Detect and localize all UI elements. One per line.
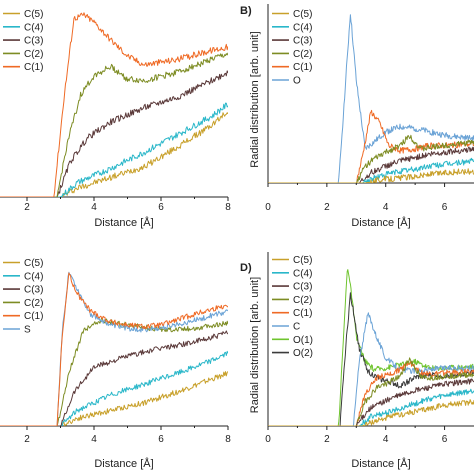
panel-a-series-line (0, 102, 228, 197)
panel-c-x-tick-label: 2 (24, 434, 30, 445)
panel-d-series-line (268, 357, 474, 426)
panel-d-series-line (268, 388, 474, 426)
panel-d-x-axis-title: Distance [Å] (351, 457, 410, 470)
panel-a-series-line (0, 70, 228, 197)
panel-b-legend: C(5) C(4) C(3) C(2) C(1) O (272, 9, 312, 87)
panel-d-legend-entry: O(2) (293, 348, 313, 359)
panel-d-series-line (268, 361, 474, 426)
panel-b-x-tick-label: 4 (383, 202, 389, 213)
panel-c-legend-entry: C(3) (24, 285, 43, 296)
panel-a-x-tick-label: 8 (225, 202, 231, 213)
panel-d-legend: C(5) C(4) C(3) C(2) C(1) C O(1) O(2) (272, 255, 313, 359)
panel-d-x-tick-label: 6 (442, 434, 448, 445)
panel-d-series-line (268, 269, 474, 426)
panel-a: 2 4 6 8 Distance [Å] C(5) C(4) C(3) C(2) C(1) (0, 9, 231, 229)
panel-c-legend-entry: C(1) (24, 311, 43, 322)
panel-c-legend-entry: S (24, 325, 31, 336)
panel-b-series-line (268, 168, 474, 183)
panel-a-x-tick-label: 4 (91, 202, 97, 213)
panel-c-x-axis-title: Distance [Å] (94, 457, 153, 470)
panel-d-x-tick-label: 0 (265, 434, 271, 445)
panel-c-series-line (0, 330, 228, 426)
panel-d-y-axis-title: Radial distribution [arb. unit] (249, 277, 261, 413)
panel-c-x-tick-label: 6 (158, 434, 164, 445)
panel-d-series-line (268, 292, 474, 426)
panel-b-x-tick-label: 2 (324, 202, 330, 213)
panel-b-legend-entry: C(3) (293, 36, 312, 47)
panel-c-series-line (0, 371, 228, 426)
panel-b-legend-entry: C(5) (293, 9, 312, 20)
panel-b-letter: B) (240, 5, 252, 17)
panel-a-legend-entry: C(4) (24, 22, 43, 33)
panel-d-x-tick-label: 4 (383, 434, 389, 445)
panel-a-series-line (0, 112, 228, 197)
panel-b-x-tick-label: 0 (265, 202, 271, 213)
panel-c-series-line (0, 272, 228, 426)
panel-a-legend-entry: C(2) (24, 49, 43, 60)
panel-c-x-tick-label: 8 (225, 434, 231, 445)
panel-b-x-tick-label: 6 (442, 202, 448, 213)
panel-d-letter: D) (240, 262, 252, 274)
panel-d-x-tick-label: 2 (324, 434, 330, 445)
panel-b: B) Radial distribution [arb. unit] 0 2 4 6 Dis… (240, 4, 474, 229)
panel-c-legend: C(5) C(4) C(3) C(2) C(1) S (3, 258, 43, 336)
panel-a-legend-entry: C(1) (24, 62, 43, 73)
panel-b-series-line (268, 109, 474, 183)
panel-a-series-line (0, 52, 228, 197)
panel-b-legend-entry: C(4) (293, 22, 312, 33)
panel-a-legend-entry: C(3) (24, 36, 43, 47)
panel-a-legend-entry: C(5) (24, 9, 43, 20)
panel-b-legend-entry: O (293, 76, 301, 87)
panel-a-x-tick-label: 6 (158, 202, 164, 213)
panel-d-legend-entry: C(3) (293, 282, 312, 293)
panel-d: D) Radial distribution [arb. unit] 0 2 4 6 Dis… (240, 252, 474, 470)
panel-a-series-line (0, 12, 228, 197)
panel-d-legend-entry: O(1) (293, 335, 313, 346)
panel-c-legend-entry: C(4) (24, 271, 43, 282)
panel-d-legend-entry: C (293, 322, 300, 333)
panel-b-legend-entry: C(1) (293, 62, 312, 73)
panel-b-series-line (268, 146, 474, 183)
panel-d-series-line (268, 312, 474, 426)
panel-b-series-line (268, 157, 474, 183)
panel-b-series-line (268, 14, 474, 183)
panel-d-legend-entry: C(2) (293, 295, 312, 306)
panel-d-legend-entry: C(1) (293, 308, 312, 319)
panel-c-legend-entry: C(5) (24, 258, 43, 269)
panel-d-series-line (268, 399, 474, 426)
panel-c-x-tick-label: 4 (91, 434, 97, 445)
panel-a-x-tick-label: 2 (24, 202, 30, 213)
panel-c-series-line (0, 350, 228, 426)
panel-c-series-line (0, 317, 228, 426)
panel-d-legend-entry: C(5) (293, 255, 312, 266)
panel-d-legend-entry: C(4) (293, 268, 312, 279)
panel-b-series-line (268, 134, 474, 183)
panel-a-x-axis-title: Distance [Å] (94, 216, 153, 229)
panel-c: 2 4 6 8 Distance [Å] C(5) C(4) C(3) C(2) C(1) S (0, 258, 231, 470)
panel-c-legend-entry: C(2) (24, 298, 43, 309)
panel-b-x-axis-title: Distance [Å] (351, 216, 410, 229)
panel-a-legend: C(5) C(4) C(3) C(2) C(1) (3, 9, 43, 73)
panel-b-y-axis-title: Radial distribution [arb. unit] (249, 31, 261, 167)
panel-d-series-line (268, 378, 474, 426)
panel-b-legend-entry: C(2) (293, 49, 312, 60)
